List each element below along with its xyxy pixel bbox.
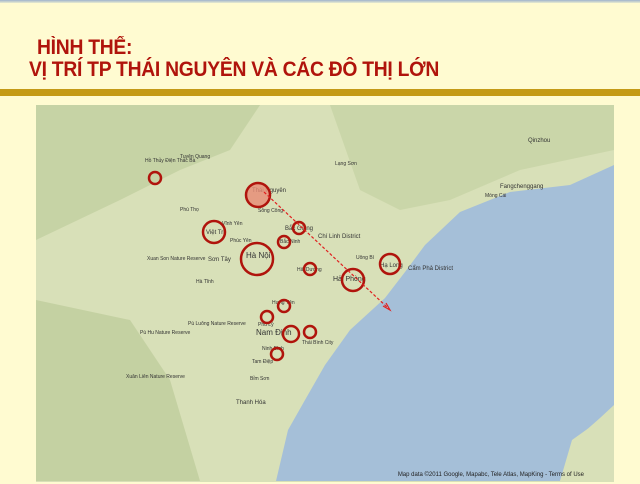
top-border xyxy=(0,0,640,3)
map-place-label: Xuan Son Nature Reserve xyxy=(147,256,206,262)
city-marker xyxy=(378,252,402,276)
mountain-terrain xyxy=(330,105,614,210)
mountain-terrain xyxy=(36,300,200,481)
map-place-label: Hà Nội xyxy=(246,251,271,260)
island-land xyxy=(560,405,614,481)
city-marker xyxy=(201,219,227,245)
map-place-label: Sông Công xyxy=(258,208,283,214)
mountain-terrain xyxy=(36,105,260,240)
direction-arrow-line xyxy=(263,191,389,309)
map-place-label: Hưng Yên xyxy=(272,300,295,306)
map-attribution: Map data ©2011 Google, Mapabc, Tele Atla… xyxy=(397,472,584,478)
map-place-label: Hà Tĩnh xyxy=(196,279,214,285)
map-place-label: Vĩnh Yên xyxy=(222,221,243,227)
map-image: Hồ Thủy Điện Thác Bà Tuyên Quang Lạng Sơn Q… xyxy=(36,105,614,482)
map-place-label: Hải Dương xyxy=(297,267,322,273)
map-place-label: Xuân Liên Nature Reserve xyxy=(126,374,185,380)
map-place-label: Nam Định xyxy=(256,328,292,337)
highlighted-city-marker xyxy=(244,181,272,209)
city-marker xyxy=(147,170,163,186)
city-marker xyxy=(281,324,301,344)
city-marker xyxy=(291,220,307,236)
map-place-label: Việt Trì xyxy=(206,230,225,236)
map-place-label: Móng Cái xyxy=(485,193,506,199)
map-place-label: Phú Thọ xyxy=(180,207,199,213)
map-place-label: Bỉm Sơn xyxy=(250,375,270,382)
map-place-label: Hồ Thủy Điện Thác Bà xyxy=(145,157,196,164)
map-place-label: Phủ Lý xyxy=(258,321,274,328)
map-place-label: Thanh Hóa xyxy=(236,400,266,406)
city-marker xyxy=(239,241,275,277)
map-place-label: Chí Linh District xyxy=(318,234,361,240)
map-place-label: Sơn Tây xyxy=(208,257,231,263)
map-place-label: Uông Bí xyxy=(356,255,375,261)
city-marker xyxy=(269,346,285,362)
title-divider-bar xyxy=(0,89,640,96)
map-place-label: Phúc Yên xyxy=(230,238,252,244)
map-place-label: Bắc Giang xyxy=(285,225,313,232)
city-marker xyxy=(302,324,318,340)
map-place-label: Cẩm Phả District xyxy=(408,265,453,272)
slide-title-line1: HÌNH THẾ: xyxy=(37,36,133,59)
direction-arrow-head xyxy=(382,302,392,312)
city-marker xyxy=(276,234,292,250)
city-marker xyxy=(340,267,366,293)
city-marker xyxy=(302,261,318,277)
map-place-label: Hạ Long xyxy=(380,263,403,269)
map-place-label: Thái Bình City xyxy=(302,340,334,346)
map-place-label: Qinzhou xyxy=(528,138,550,144)
map-place-label: Fangchenggang xyxy=(500,184,543,190)
map-place-label: Tam Điệp xyxy=(252,359,273,365)
slide-title-line2: VỊ TRÍ TP THÁI NGUYÊN VÀ CÁC ĐÔ THỊ LỚN xyxy=(29,58,440,81)
map-place-label: Pù Luông Nature Reserve xyxy=(188,321,246,327)
sea-area xyxy=(276,165,614,481)
map-place-label: Hải Phòng xyxy=(333,276,366,283)
city-marker xyxy=(276,298,292,314)
city-marker xyxy=(259,309,275,325)
map-place-label: Tuyên Quang xyxy=(180,154,210,160)
map-place-label: Pù Hu Nature Reserve xyxy=(140,330,191,336)
map-place-label: Lạng Sơn xyxy=(335,161,357,167)
